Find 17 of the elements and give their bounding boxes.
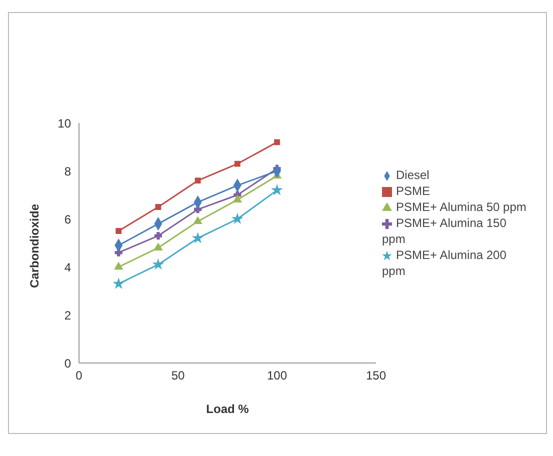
y-tick-label: 4	[64, 260, 72, 274]
y-tick-label: 10	[58, 116, 72, 130]
legend-label: PSME	[396, 184, 430, 198]
y-tick-label: 2	[64, 308, 72, 322]
x-tick-label: 100	[266, 368, 288, 383]
x-tick-label: 150	[366, 368, 386, 383]
legend-label: PSME+ Alumina 200 ppm	[382, 248, 506, 278]
y-tick-label: 6	[64, 212, 72, 226]
x-tick-label: 0	[76, 368, 83, 383]
legend-label: PSME+ Alumina 150 ppm	[382, 216, 506, 246]
x-tick-label: 50	[171, 368, 185, 383]
y-tick-label: 8	[64, 164, 72, 178]
y-tick-label: 0	[64, 356, 72, 370]
y-axis-title: Carbondioxide	[27, 204, 42, 288]
legend-label: Diesel	[396, 168, 430, 182]
legend-label: PSME+ Alumina 50 ppm	[396, 200, 526, 214]
x-axis-title: Load %	[206, 402, 250, 416]
